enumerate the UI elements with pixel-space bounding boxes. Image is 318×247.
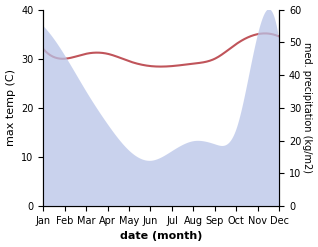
X-axis label: date (month): date (month) [120, 231, 203, 242]
Y-axis label: max temp (C): max temp (C) [5, 69, 16, 146]
Y-axis label: med. precipitation (kg/m2): med. precipitation (kg/m2) [302, 42, 313, 173]
